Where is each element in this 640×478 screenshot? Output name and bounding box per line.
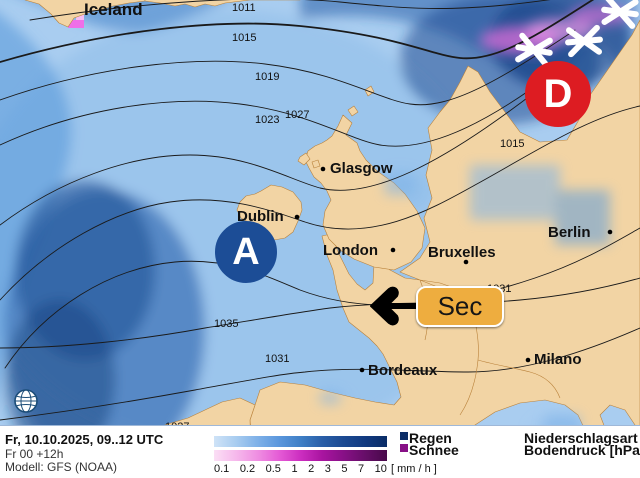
svg-text:Iceland: Iceland	[84, 0, 143, 19]
svg-text:Bruxelles: Bruxelles	[428, 244, 496, 261]
svg-text:1015: 1015	[232, 32, 256, 44]
svg-text:Berlin: Berlin	[548, 224, 591, 241]
svg-text:1011: 1011	[232, 2, 256, 14]
svg-text:1027: 1027	[285, 109, 309, 121]
svg-text:1015: 1015	[500, 138, 524, 150]
svg-text:1023: 1023	[255, 114, 279, 126]
svg-text:1035: 1035	[214, 318, 238, 330]
svg-text:Milano: Milano	[534, 351, 582, 368]
svg-text:London: London	[323, 242, 378, 259]
svg-text:Bordeaux: Bordeaux	[368, 362, 438, 379]
svg-text:Glasgow: Glasgow	[330, 160, 393, 177]
svg-text:1019: 1019	[255, 71, 279, 83]
svg-text:1031: 1031	[265, 353, 289, 365]
